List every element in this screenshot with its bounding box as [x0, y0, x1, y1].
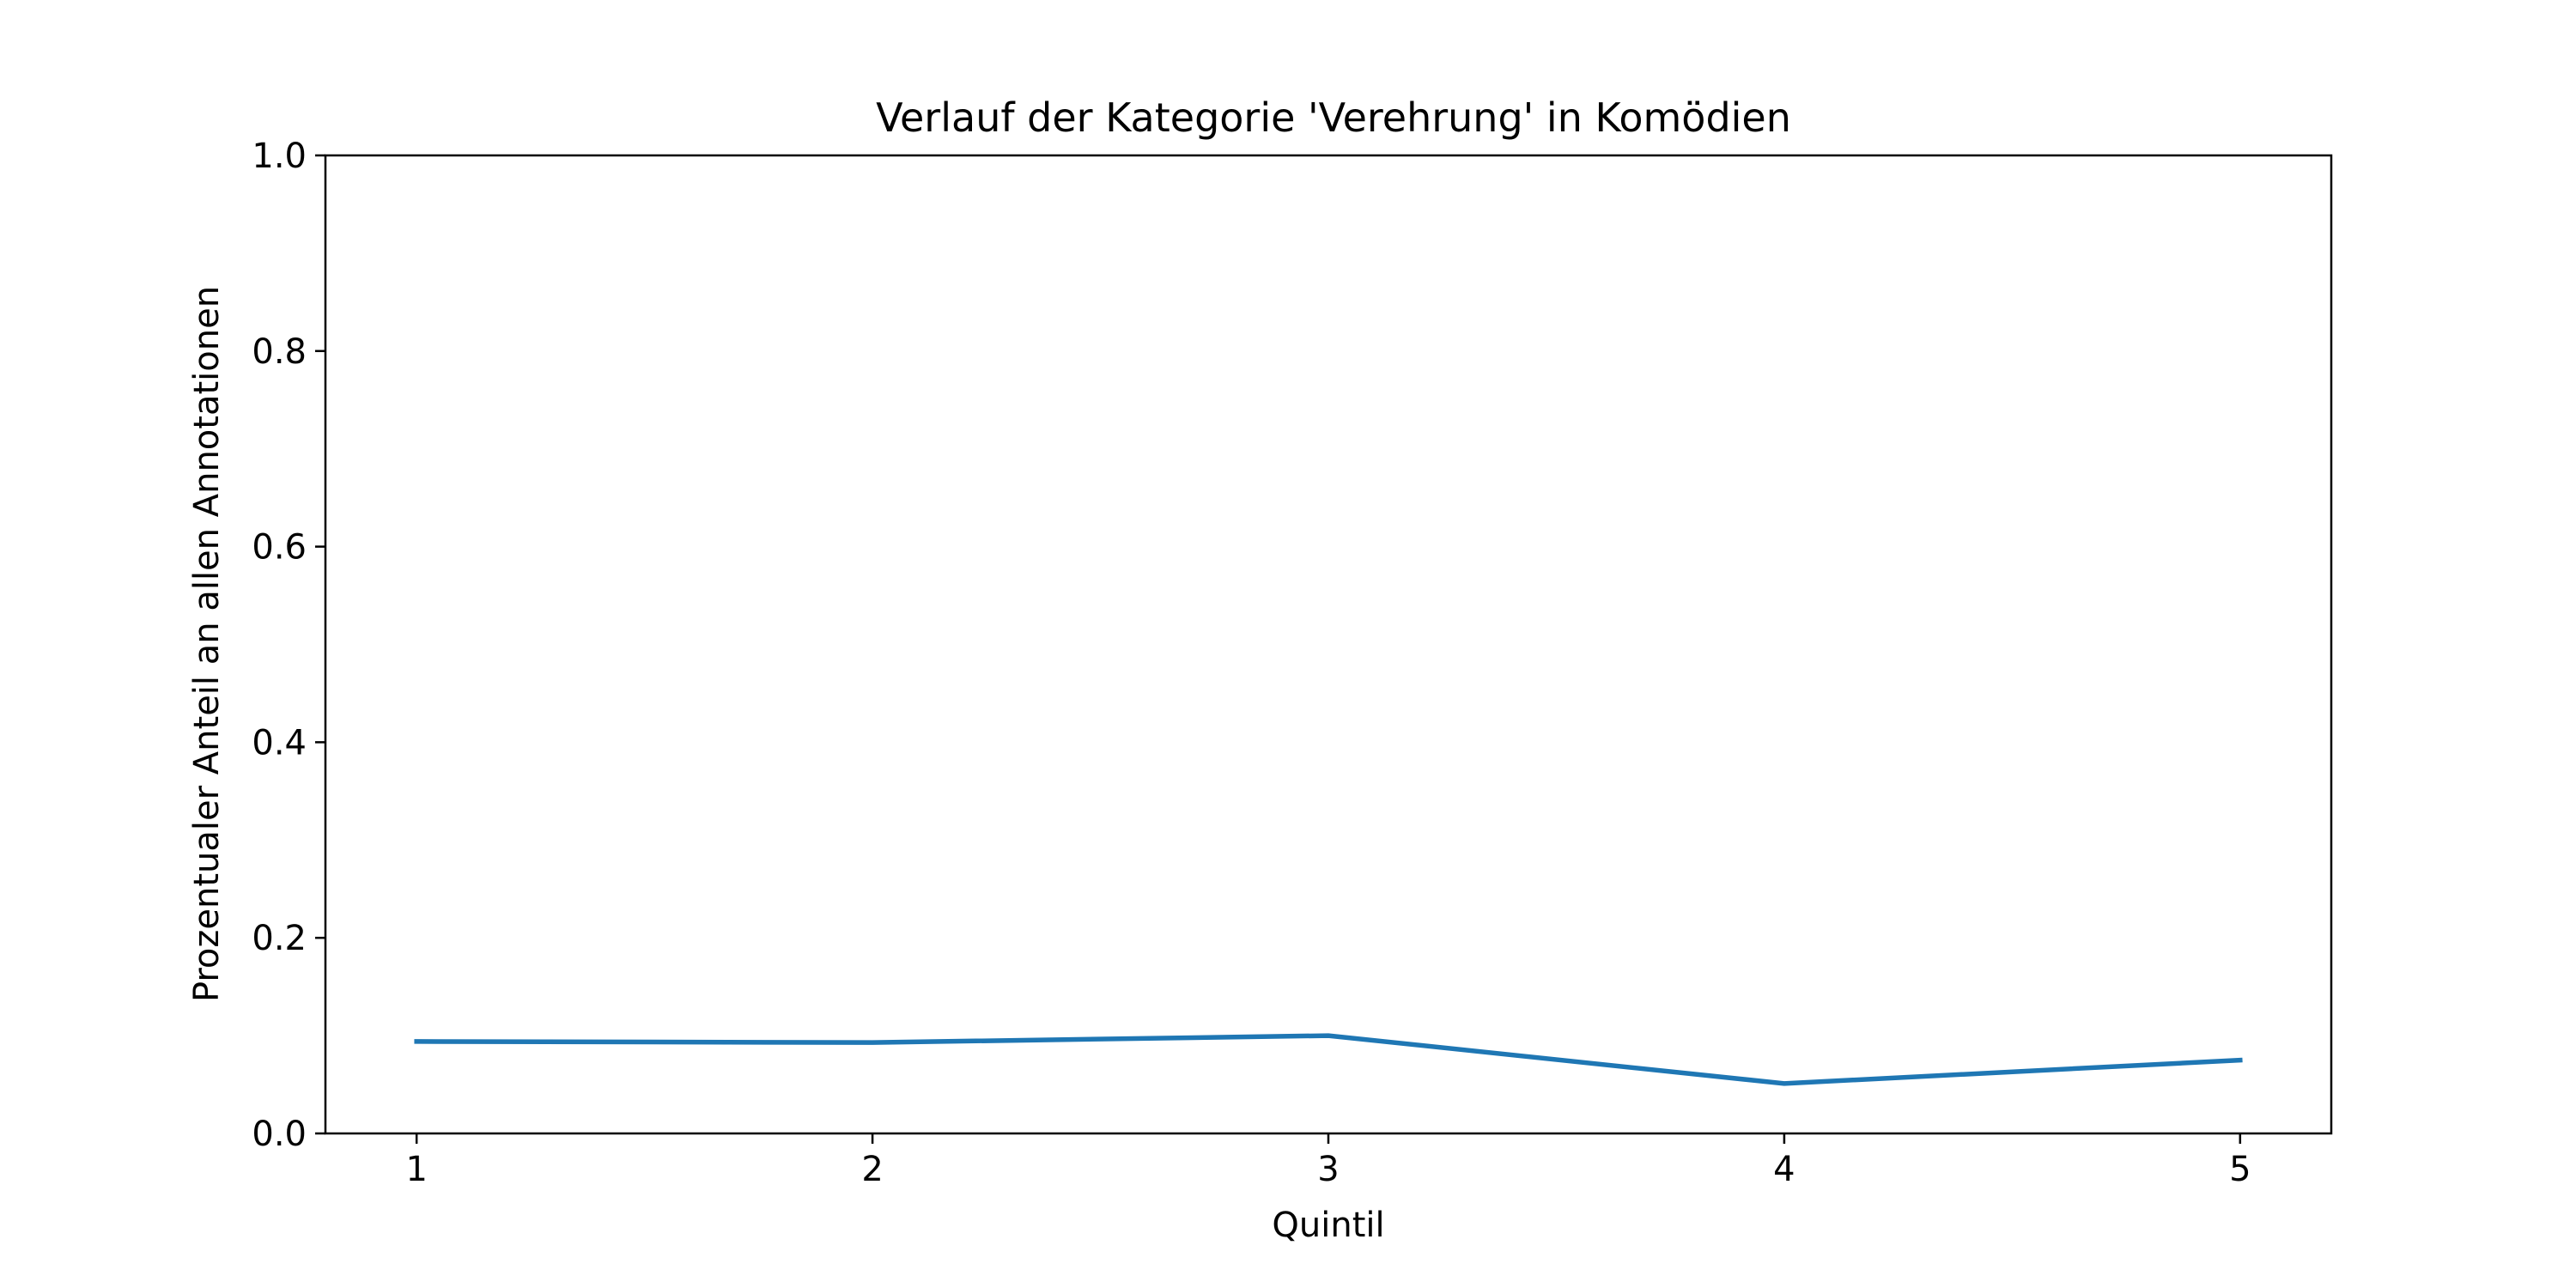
y-tick-label: 0.0	[252, 1115, 307, 1154]
x-axis: 1 2 3 4 5	[405, 1133, 2251, 1189]
y-tick-label: 0.8	[252, 332, 307, 372]
y-tick-label: 1.0	[252, 137, 307, 176]
series-layer	[414, 1033, 2243, 1086]
series-line	[414, 1033, 2243, 1086]
x-axis-label: Quintil	[1272, 1206, 1384, 1245]
plot-frame	[324, 154, 2333, 1135]
chart-title: Verlauf der Kategorie 'Verehrung' in Kom…	[876, 94, 1791, 141]
y-tick-label: 0.6	[252, 528, 307, 568]
y-axis-label: Prozentualer Anteil an allen Annotatione…	[187, 286, 227, 1002]
y-axis: 0.0 0.2 0.4 0.6 0.8 1.0	[252, 137, 325, 1154]
y-tick-label: 0.4	[252, 723, 307, 762]
y-tick-label: 0.2	[252, 919, 307, 958]
x-tick-label: 1	[405, 1150, 427, 1189]
x-tick-label: 3	[1317, 1150, 1339, 1189]
x-tick-label: 5	[2229, 1150, 2251, 1189]
x-tick-label: 2	[861, 1150, 883, 1189]
plot-area	[324, 154, 2333, 1135]
x-tick-label: 4	[1773, 1150, 1795, 1189]
